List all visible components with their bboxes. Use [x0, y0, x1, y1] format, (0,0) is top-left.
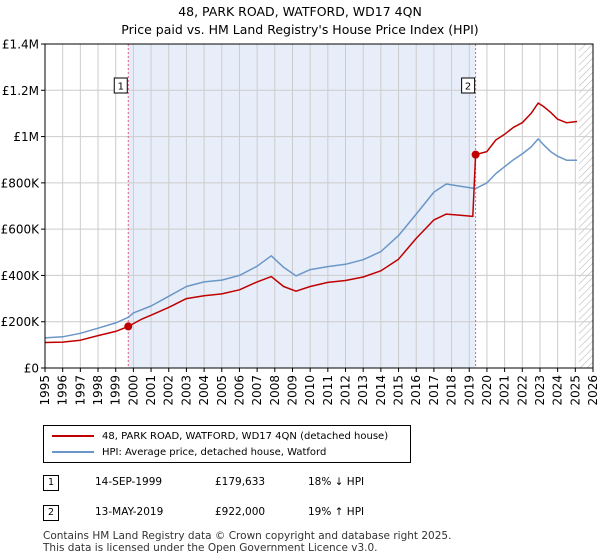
- sale-point: [124, 322, 132, 330]
- legend-swatch-hpi: [52, 451, 94, 453]
- x-tick-label: 2005: [215, 375, 229, 406]
- x-tick-label: 2004: [197, 375, 211, 406]
- footer-licence: This data is licensed under the Open Gov…: [43, 542, 451, 554]
- x-tick-label: 2023: [533, 375, 547, 406]
- transaction-date: 14-SEP-1999: [95, 476, 162, 488]
- sale-point: [472, 151, 480, 159]
- x-tick-label: 2008: [268, 375, 282, 406]
- x-tick-label: 2016: [409, 375, 423, 406]
- x-tick-label: 2009: [285, 375, 299, 406]
- legend-label-hpi: HPI: Average price, detached house, Watf…: [102, 447, 326, 458]
- y-tick-label: £1.4M: [2, 38, 39, 52]
- y-tick-label: £1M: [13, 130, 39, 144]
- legend: 48, PARK ROAD, WATFORD, WD17 4QN (detach…: [43, 425, 411, 463]
- transaction-price: £922,000: [215, 506, 265, 518]
- hatched-region: [579, 44, 593, 368]
- transaction-date: 13-MAY-2019: [95, 506, 163, 518]
- y-tick-label: £1.2M: [2, 84, 39, 98]
- footer-attribution: Contains HM Land Registry data © Crown c…: [43, 530, 451, 554]
- x-tick-label: 1996: [56, 375, 70, 406]
- x-tick-label: 2013: [356, 375, 370, 406]
- sale-marker-label: 1: [118, 82, 124, 93]
- x-tick-label: 2024: [551, 375, 565, 406]
- legend-swatch-property: [52, 435, 94, 437]
- y-tick-label: £600K: [1, 223, 41, 237]
- sale-marker-badge: 1: [114, 78, 127, 93]
- y-tick-label: £0: [24, 362, 39, 376]
- x-tick-label: 2020: [480, 375, 494, 406]
- x-tick-label: 2026: [586, 375, 600, 406]
- y-tick-label: £200K: [1, 315, 41, 329]
- x-tick-label: 2010: [303, 375, 317, 406]
- transaction-hpi-diff: 19% ↑ HPI: [308, 506, 364, 518]
- legend-item-hpi: HPI: Average price, detached house, Watf…: [52, 445, 326, 459]
- transaction-number-badge: 1: [43, 475, 59, 491]
- x-tick-label: 2011: [321, 375, 335, 406]
- legend-item-property: 48, PARK ROAD, WATFORD, WD17 4QN (detach…: [52, 429, 388, 443]
- x-tick-label: 2015: [392, 375, 406, 406]
- x-tick-label: 2012: [339, 375, 353, 406]
- y-tick-label: £800K: [1, 176, 41, 190]
- x-tick-label: 1999: [109, 375, 123, 406]
- x-tick-label: 2006: [232, 375, 246, 406]
- x-tick-label: 2018: [445, 375, 459, 406]
- sale-marker-badge: 2: [462, 78, 475, 93]
- x-tick-label: 1997: [73, 375, 87, 406]
- price-chart: 1 2 £0 £200K £400K £600K £800K £1M £1.2M £1.4M 19…: [0, 0, 600, 415]
- x-tick-label: 2014: [374, 375, 388, 406]
- x-tick-label: 2003: [179, 375, 193, 406]
- x-tick-label: 2017: [427, 375, 441, 406]
- y-tick-label: £400K: [1, 269, 41, 283]
- x-tick-label: 2021: [498, 375, 512, 406]
- x-tick-label: 1995: [38, 375, 52, 406]
- x-tick-label: 2025: [568, 375, 582, 406]
- transaction-price: £179,633: [215, 476, 265, 488]
- x-tick-label: 2007: [250, 375, 264, 406]
- sale-marker-label: 2: [465, 82, 471, 93]
- x-tick-label: 2019: [462, 375, 476, 406]
- legend-label-property: 48, PARK ROAD, WATFORD, WD17 4QN (detach…: [102, 431, 388, 442]
- x-tick-label: 2022: [515, 375, 529, 406]
- x-tick-label: 2002: [162, 375, 176, 406]
- x-tick-label: 1998: [91, 375, 105, 406]
- transaction-number-badge: 2: [43, 505, 59, 521]
- footer-copyright: Contains HM Land Registry data © Crown c…: [43, 530, 451, 542]
- x-tick-label: 2000: [126, 375, 140, 406]
- transaction-hpi-diff: 18% ↓ HPI: [308, 476, 364, 488]
- x-tick-label: 2001: [144, 375, 158, 406]
